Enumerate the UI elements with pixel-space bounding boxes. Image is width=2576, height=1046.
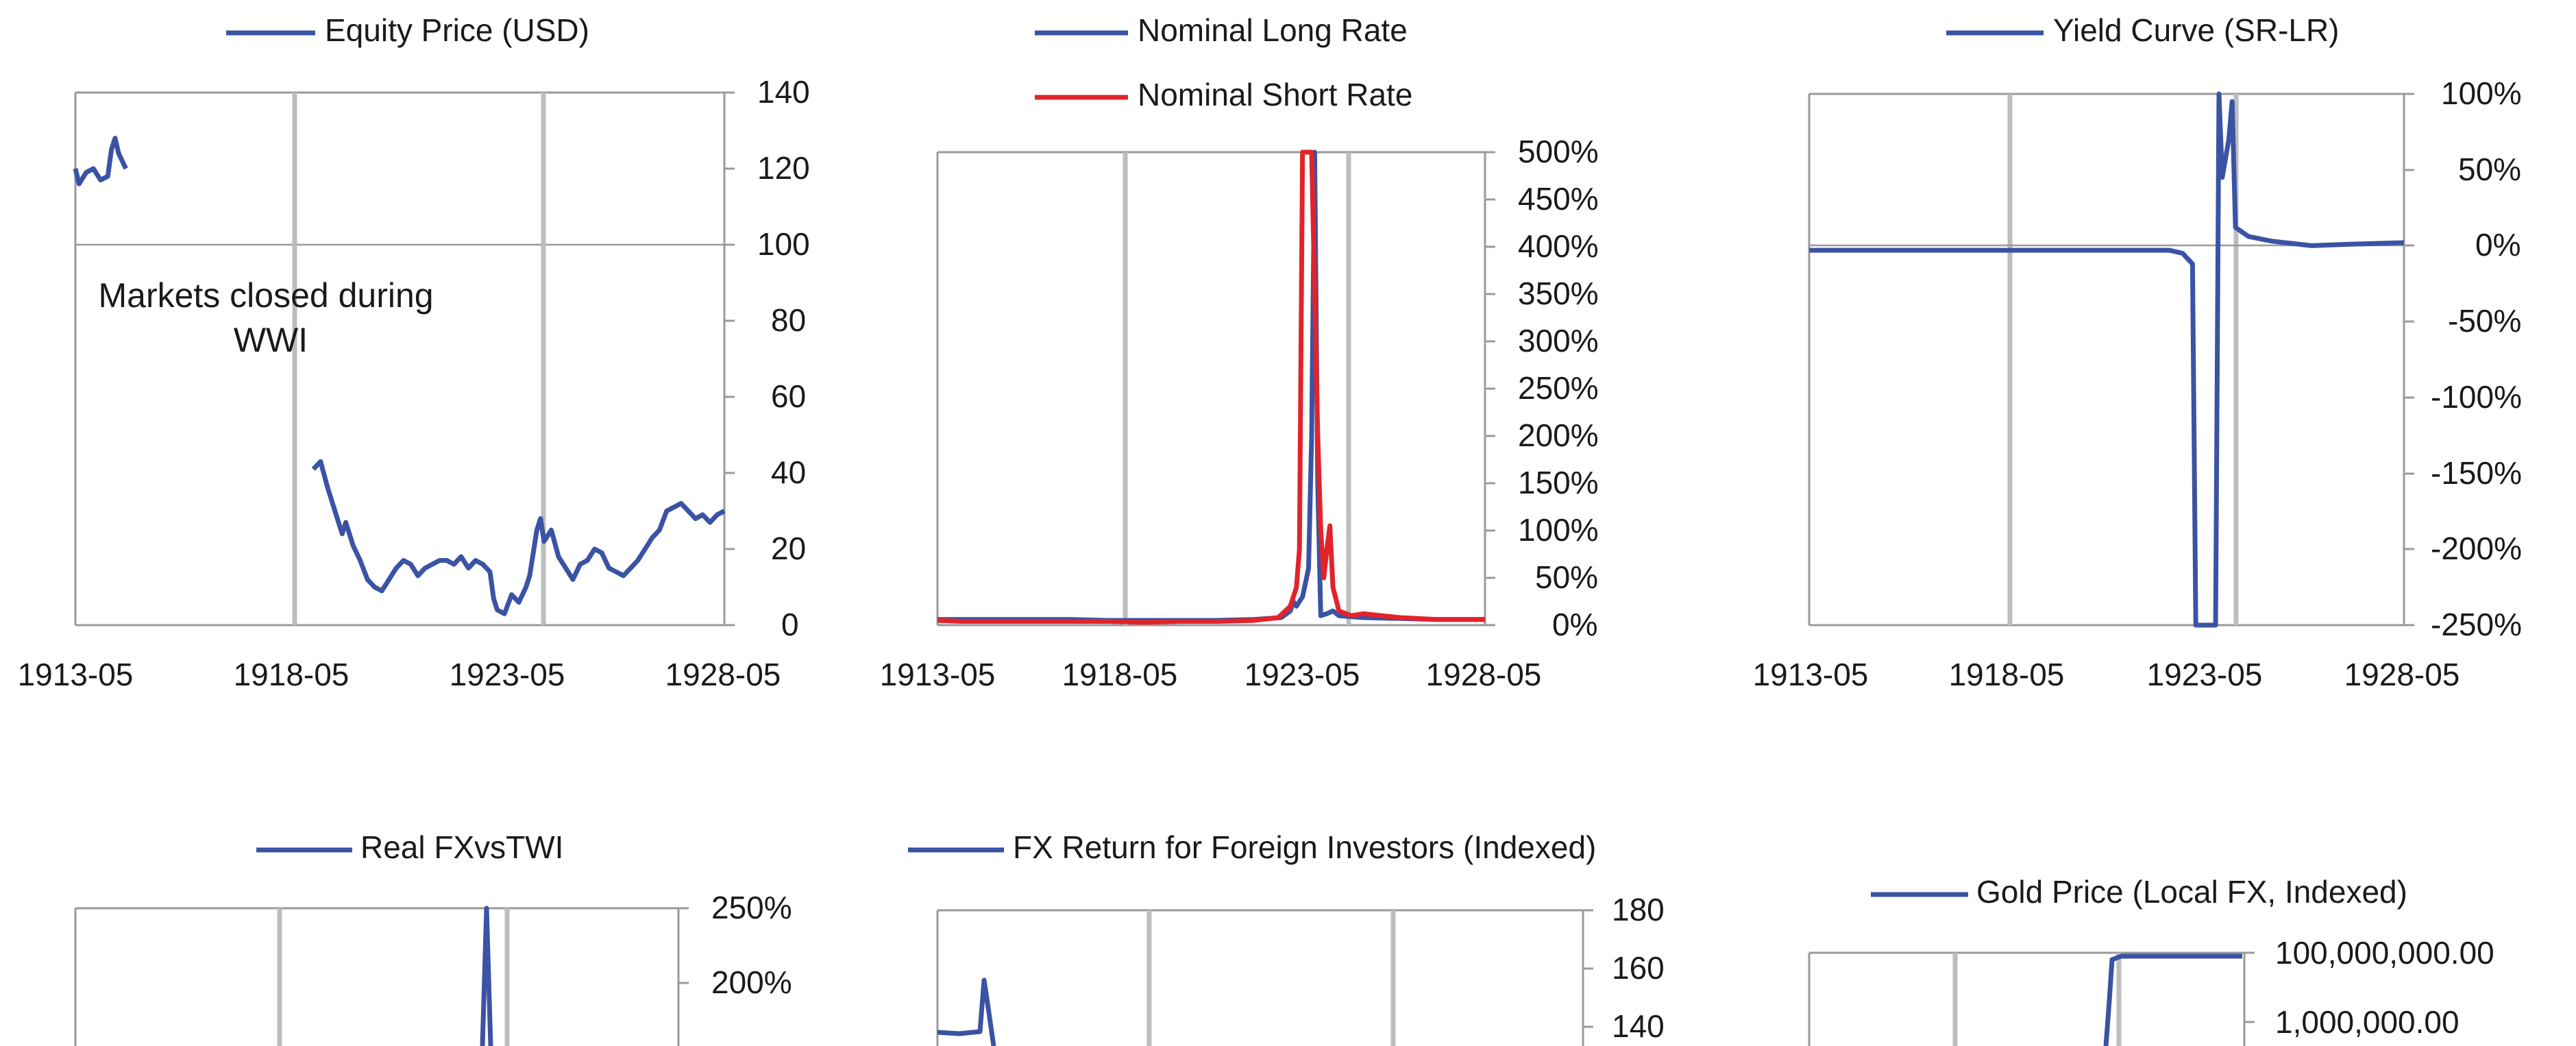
series-line-yield-0 [1809, 91, 2405, 628]
x-tick-label: 1913-05 [1753, 657, 1869, 692]
legend-label: FX Return for Foreign Investors (Indexed… [1013, 829, 1596, 865]
y-tick-label: 200% [1518, 417, 1599, 453]
y-tick-label: 100% [2441, 75, 2522, 111]
y-tick-labels: 100% 50% 0% -50% -100% -150% -200% -250% [2431, 75, 2522, 642]
y-tick-label: 50% [1535, 559, 1598, 595]
y-tick-label: 40 [771, 454, 806, 490]
y-tick-label: 400% [1518, 228, 1599, 264]
y-tick-label: 150% [1518, 465, 1599, 500]
legend-label: Yield Curve (SR-LR) [2053, 12, 2340, 48]
series-line-rates-1 [937, 149, 1485, 625]
chart-gold: Gold Price (Local FX, Indexed) 100,000,0… [1808, 874, 2494, 1046]
x-tick-label: 1918-05 [234, 657, 349, 692]
x-tick-label: 1918-05 [1949, 657, 2065, 692]
legend-label: Equity Price (USD) [325, 12, 589, 48]
x-tick-label: 1928-05 [665, 657, 781, 692]
y-tick-label: 140 [1612, 1008, 1665, 1044]
series-line-equity-0 [73, 136, 128, 186]
annotation-markets-closed: Markets closed during WWI [98, 276, 443, 359]
y-tick-label: 500% [1518, 134, 1599, 169]
y-tick-label: 450% [1518, 181, 1599, 217]
legend-realfx: Real FXvsTWI [256, 829, 563, 865]
x-tick-label: 1923-05 [450, 657, 565, 692]
legend-label: Real FXvsTWI [360, 829, 563, 865]
chart-yield: Yield Curve (SR-LR) 100% 50% 0% -50% -10… [1753, 12, 2522, 692]
y-tick-labels: 500% 450% 400% 350% 300% 250% 200% 150% … [1518, 134, 1599, 642]
x-tick-labels: 1913-05 1918-05 1923-05 1928-05 [1753, 657, 2460, 692]
x-tick-labels: 1913-05 1918-05 1923-05 1928-05 [880, 657, 1542, 692]
y-tick-labels: 100,000,000.00 1,000,000.00 [2275, 935, 2494, 1040]
legend-label: Nominal Short Rate [1138, 77, 1412, 112]
plot-frame [1808, 951, 2255, 1046]
series-line [937, 977, 996, 1046]
y-tick-label: -100% [2431, 379, 2522, 415]
legend-label: Nominal Long Rate [1138, 12, 1408, 48]
plot-frame [1808, 93, 2414, 627]
y-tick-label: 350% [1518, 276, 1599, 311]
legend-rates: Nominal Long Rate Nominal Short Rate [1035, 12, 1412, 112]
x-tick-label: 1923-05 [1244, 657, 1360, 692]
chart-fxreturn: FX Return for Foreign Investors (Indexed… [908, 829, 1665, 1046]
plot-frame [936, 909, 1593, 1046]
x-tick-label: 1928-05 [1426, 657, 1542, 692]
plot-frame [74, 907, 689, 1046]
plot-frame [936, 151, 1495, 627]
y-tick-label: 200% [711, 964, 792, 1000]
series-line-equity-0 [311, 459, 726, 616]
y-tick-label: 1,000,000.00 [2275, 1004, 2460, 1040]
y-tick-label: 0% [1552, 607, 1597, 642]
chart-rates: Nominal Long Rate Nominal Short Rate 500… [880, 12, 1599, 692]
x-tick-label: 1913-05 [880, 657, 996, 692]
y-tick-label: -250% [2431, 607, 2522, 642]
chart-equity: Equity Price (USD) 140 120 100 80 60 [18, 12, 810, 692]
y-tick-label: 100,000,000.00 [2275, 935, 2494, 971]
x-tick-label: 1923-05 [2147, 657, 2263, 692]
y-tick-label: 20 [771, 531, 806, 566]
legend-label: Gold Price (Local FX, Indexed) [1976, 874, 2407, 910]
series-rates [937, 149, 1485, 625]
chart-realfx: Real FXvsTWI 250% 200% [74, 829, 792, 1046]
x-tick-label: 1928-05 [2344, 657, 2460, 692]
y-tick-label: -150% [2431, 455, 2522, 491]
y-tick-label: 250% [711, 890, 792, 925]
y-tick-label: 160 [1612, 950, 1665, 986]
y-tick-label: 100% [1518, 512, 1599, 548]
y-tick-label: 100 [757, 226, 810, 262]
plot-frame [74, 91, 735, 627]
y-tick-label: 80 [771, 302, 806, 338]
y-tick-label: 250% [1518, 370, 1599, 406]
y-tick-label: 60 [771, 378, 806, 414]
y-tick-label: 0 [781, 607, 799, 642]
series-line [480, 905, 493, 1046]
series-yield [1809, 91, 2405, 628]
y-tick-label: 140 [757, 74, 810, 110]
y-tick-label: -50% [2448, 303, 2521, 339]
legend-yield: Yield Curve (SR-LR) [1946, 12, 2340, 48]
x-tick-label: 1913-05 [18, 657, 134, 692]
legend-equity: Equity Price (USD) [226, 12, 589, 48]
y-tick-labels: 250% 200% [711, 890, 792, 1000]
y-tick-labels: 140 120 100 80 60 40 20 0 [757, 74, 810, 642]
legend-gold: Gold Price (Local FX, Indexed) [1871, 874, 2407, 910]
y-tick-label: 180 [1612, 892, 1665, 927]
y-tick-label: 300% [1518, 323, 1599, 358]
x-tick-label: 1918-05 [1062, 657, 1178, 692]
series-line-rates-0 [937, 149, 1485, 623]
y-tick-label: 120 [757, 150, 810, 186]
series-line [2103, 953, 2242, 1046]
y-tick-labels: 180 160 140 [1612, 892, 1665, 1044]
x-tick-labels: 1913-05 1918-05 1923-05 1928-05 [18, 657, 781, 692]
series-equity [73, 136, 726, 616]
legend-fxreturn: FX Return for Foreign Investors (Indexed… [908, 829, 1596, 865]
y-tick-label: -200% [2431, 531, 2522, 566]
y-tick-label: 0% [2475, 227, 2520, 263]
y-tick-label: 50% [2458, 151, 2521, 187]
